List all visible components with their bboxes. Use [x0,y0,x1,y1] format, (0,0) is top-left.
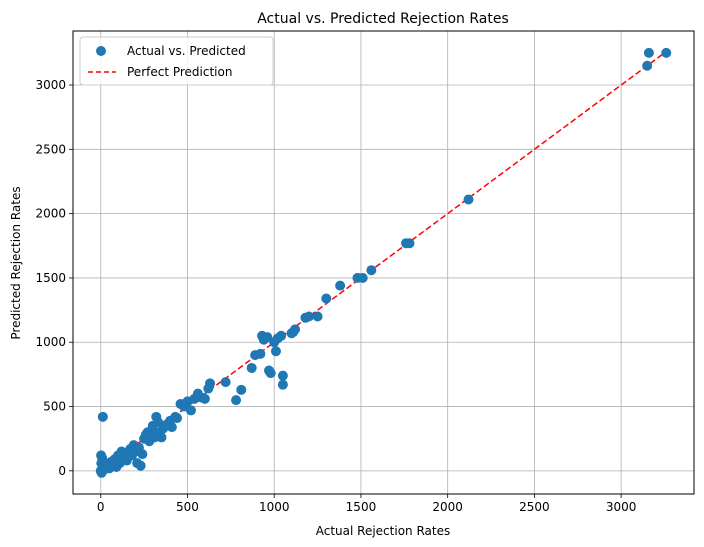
y-tick-label: 2500 [35,142,66,156]
scatter-point [265,368,276,379]
scatter-point [231,395,242,406]
legend-label-line: Perfect Prediction [127,65,232,79]
scatter-point [97,411,108,422]
scatter-point [290,324,301,335]
scatter-point [335,280,346,291]
y-tick-label: 3000 [35,78,66,92]
legend-label-scatter: Actual vs. Predicted [127,44,246,58]
x-ticks: 0 500 1000 1500 2000 2500 3000 [97,494,636,514]
scatter-point [366,265,377,276]
scatter-point [220,377,231,388]
y-tick-label: 1500 [35,271,66,285]
scatter-point [277,379,288,390]
scatter-point [277,370,288,381]
scatter-point [312,311,323,322]
grid [73,31,694,494]
y-tick-label: 2000 [35,207,66,221]
x-tick-label: 2000 [432,500,463,514]
scatter-point [357,272,368,283]
scatter-point [236,384,247,395]
scatter-point [276,330,287,341]
scatter-point [137,449,148,460]
x-tick-label: 1000 [259,500,290,514]
scatter-point [96,450,107,461]
x-tick-label: 500 [176,500,199,514]
scatter-point [643,47,654,58]
scatter-point [156,432,167,443]
y-tick-label: 0 [58,464,66,478]
x-tick-label: 1500 [346,500,377,514]
scatter-point [303,311,314,322]
scatter-point [205,378,216,389]
y-axis-label: Predicted Rejection Rates [9,186,23,339]
x-tick-label: 0 [97,500,105,514]
scatter-point [172,413,183,424]
scatter-point [246,362,257,373]
x-tick-label: 2500 [519,500,550,514]
scatter-point [199,393,210,404]
legend: Actual vs. Predicted Perfect Prediction [79,36,274,86]
scatter-point [463,194,474,205]
x-tick-label: 3000 [606,500,637,514]
legend-marker-scatter [96,46,106,56]
y-tick-label: 500 [43,400,66,414]
y-tick-label: 1000 [35,335,66,349]
scatter-point [661,47,672,58]
x-axis-label: Actual Rejection Rates [316,524,450,538]
scatter-point [255,348,266,359]
scatter-point [404,238,415,249]
scatter-point [321,293,332,304]
scatter-point [262,332,273,343]
plot-frame [72,30,695,495]
legend-frame [79,36,274,86]
scatter-point [270,346,281,357]
y-ticks: 0 500 1000 1500 2000 2500 3000 [35,78,73,478]
scatter-point [166,422,177,433]
scatter-points [95,47,672,478]
chart-title: Actual vs. Predicted Rejection Rates [257,11,509,27]
scatter-point [135,460,146,471]
scatter-point [185,405,196,416]
scatter-point [642,60,653,71]
